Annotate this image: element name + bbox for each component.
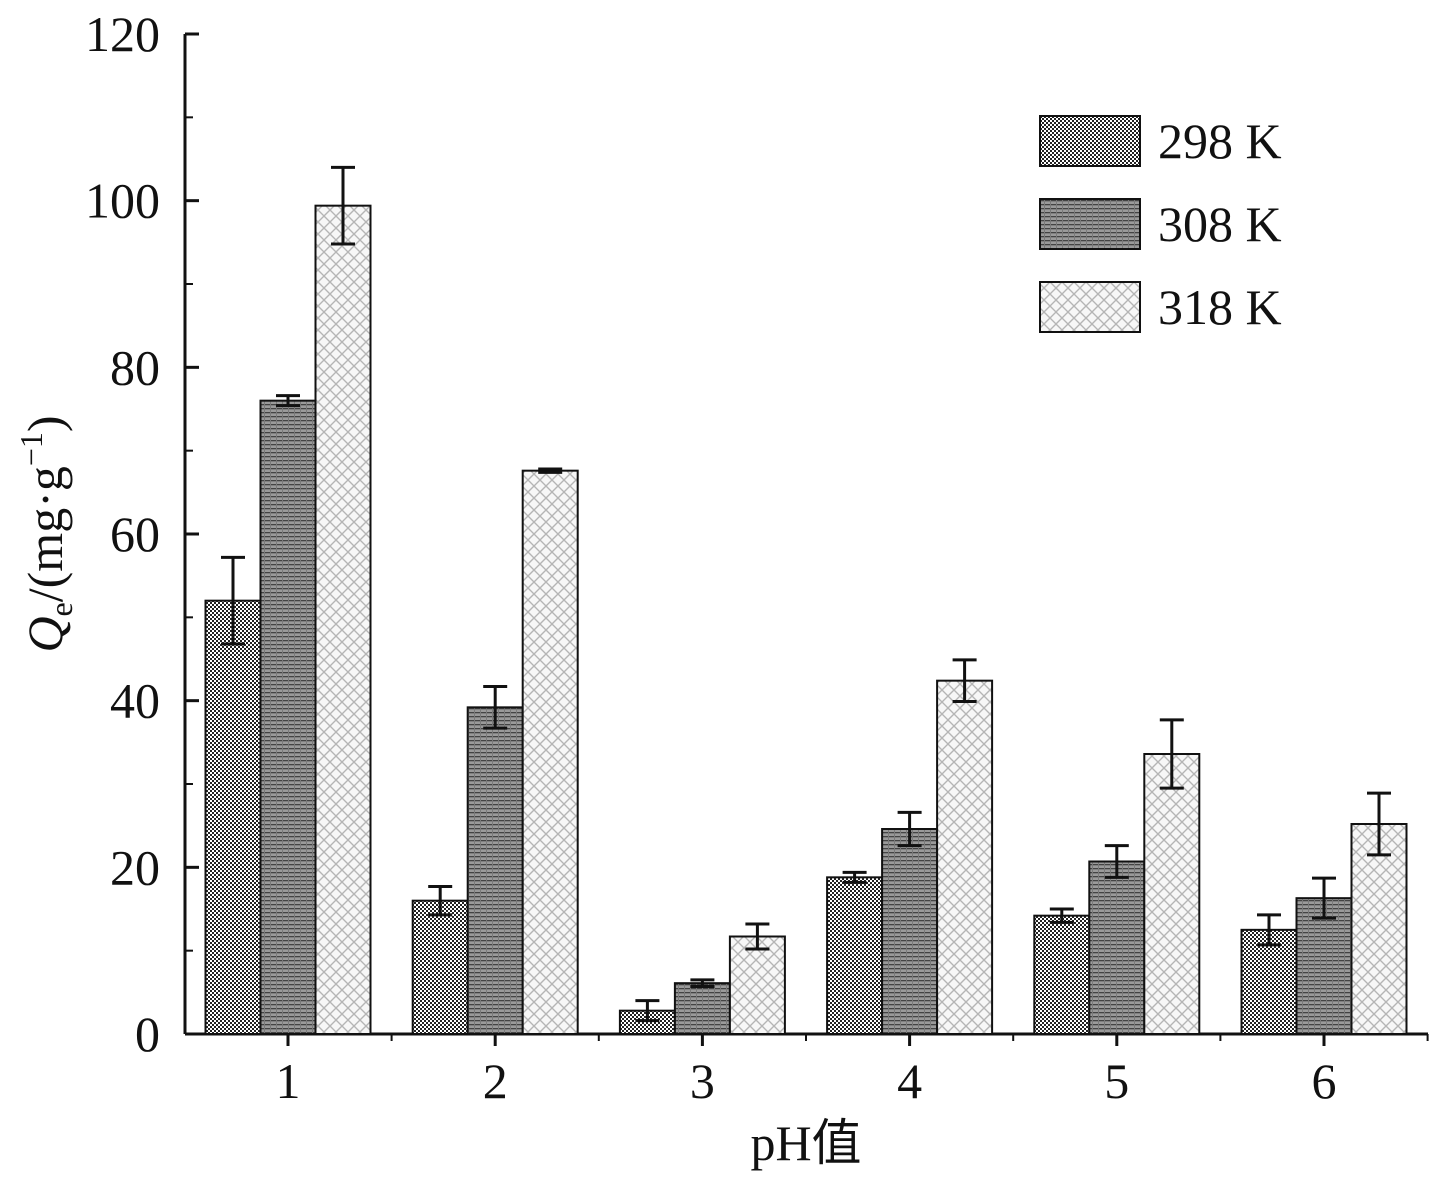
error-bar <box>1257 913 1281 947</box>
error-bar <box>483 685 508 730</box>
legend-label: 318 K <box>1158 279 1282 335</box>
bar-318k-ph1 <box>314 204 372 1035</box>
error-bar <box>276 394 300 408</box>
y-tick-label: 80 <box>110 339 160 395</box>
error-bar <box>1312 876 1336 920</box>
bar-308k-ph4 <box>881 828 939 1035</box>
legend-item: 318 K <box>1039 279 1282 335</box>
bar-298k-ph6 <box>1240 928 1298 1035</box>
x-axis-title: pH值 <box>750 1115 861 1171</box>
bar-298k-ph1 <box>204 599 262 1036</box>
error-bar <box>635 999 660 1023</box>
bar-298k-ph4 <box>826 876 884 1035</box>
legend-swatch <box>1039 281 1141 333</box>
legend-swatch <box>1039 115 1141 167</box>
bar-308k-ph1 <box>259 399 317 1035</box>
y-axis-unit-close: ) <box>17 415 73 432</box>
bar-318k-ph4 <box>936 679 994 1036</box>
y-axis-unit-exponent: −1 <box>13 432 49 466</box>
bar-308k-ph3 <box>673 982 731 1036</box>
x-tick-label: 2 <box>483 1053 508 1109</box>
x-tick-label: 1 <box>276 1053 301 1109</box>
error-bar <box>690 978 715 988</box>
legend-item: 308 K <box>1039 196 1282 252</box>
y-axis-subscript: e <box>43 602 79 616</box>
bar-308k-ph2 <box>466 706 524 1035</box>
error-bar <box>952 658 977 703</box>
y-ticks: 0 20 40 60 80 100 120 <box>85 6 199 1062</box>
y-axis-symbol: Q <box>17 616 73 652</box>
error-bar <box>221 555 245 646</box>
y-axis-title: Qe/(mg·g−1) <box>13 415 79 652</box>
error-bar <box>1104 844 1129 879</box>
y-tick-label: 20 <box>110 839 160 895</box>
bar-318k-ph2 <box>521 469 579 1035</box>
legend-item: 298 K <box>1039 113 1282 169</box>
bar-318k-ph3 <box>728 935 786 1035</box>
error-bar <box>842 870 867 884</box>
y-tick-label: 60 <box>110 506 160 562</box>
error-bar <box>1049 907 1074 924</box>
y-axis-unit: /(mg·g <box>17 466 73 602</box>
error-bar <box>538 467 563 474</box>
bars <box>204 204 1408 1036</box>
x-tick-label: 4 <box>897 1053 922 1109</box>
error-bar <box>331 165 355 246</box>
error-bar <box>1159 718 1184 790</box>
x-tick-label: 6 <box>1312 1053 1337 1109</box>
x-tick-label: 3 <box>690 1053 715 1109</box>
legend-label: 308 K <box>1158 196 1282 252</box>
x-tick-label: 5 <box>1104 1053 1129 1109</box>
error-bar <box>745 922 770 951</box>
y-tick-label: 120 <box>85 6 160 62</box>
y-tick-label: 0 <box>135 1006 160 1062</box>
legend-swatch <box>1039 198 1141 250</box>
y-tick-label: 40 <box>110 673 160 729</box>
x-ticks: 1 2 3 4 5 6 <box>276 1034 1429 1109</box>
error-bars <box>221 165 1391 1023</box>
bar-298k-ph2 <box>411 899 469 1036</box>
legend-label: 298 K <box>1158 113 1282 169</box>
y-tick-label: 100 <box>85 173 160 229</box>
bar-318k-ph5 <box>1143 753 1201 1035</box>
legend: 298 K 308 K 318 K <box>1039 113 1282 335</box>
error-bar <box>897 810 922 848</box>
bar-308k-ph5 <box>1088 860 1146 1035</box>
bar-298k-ph5 <box>1033 914 1091 1036</box>
error-bar <box>428 885 453 917</box>
error-bar <box>1367 791 1391 857</box>
